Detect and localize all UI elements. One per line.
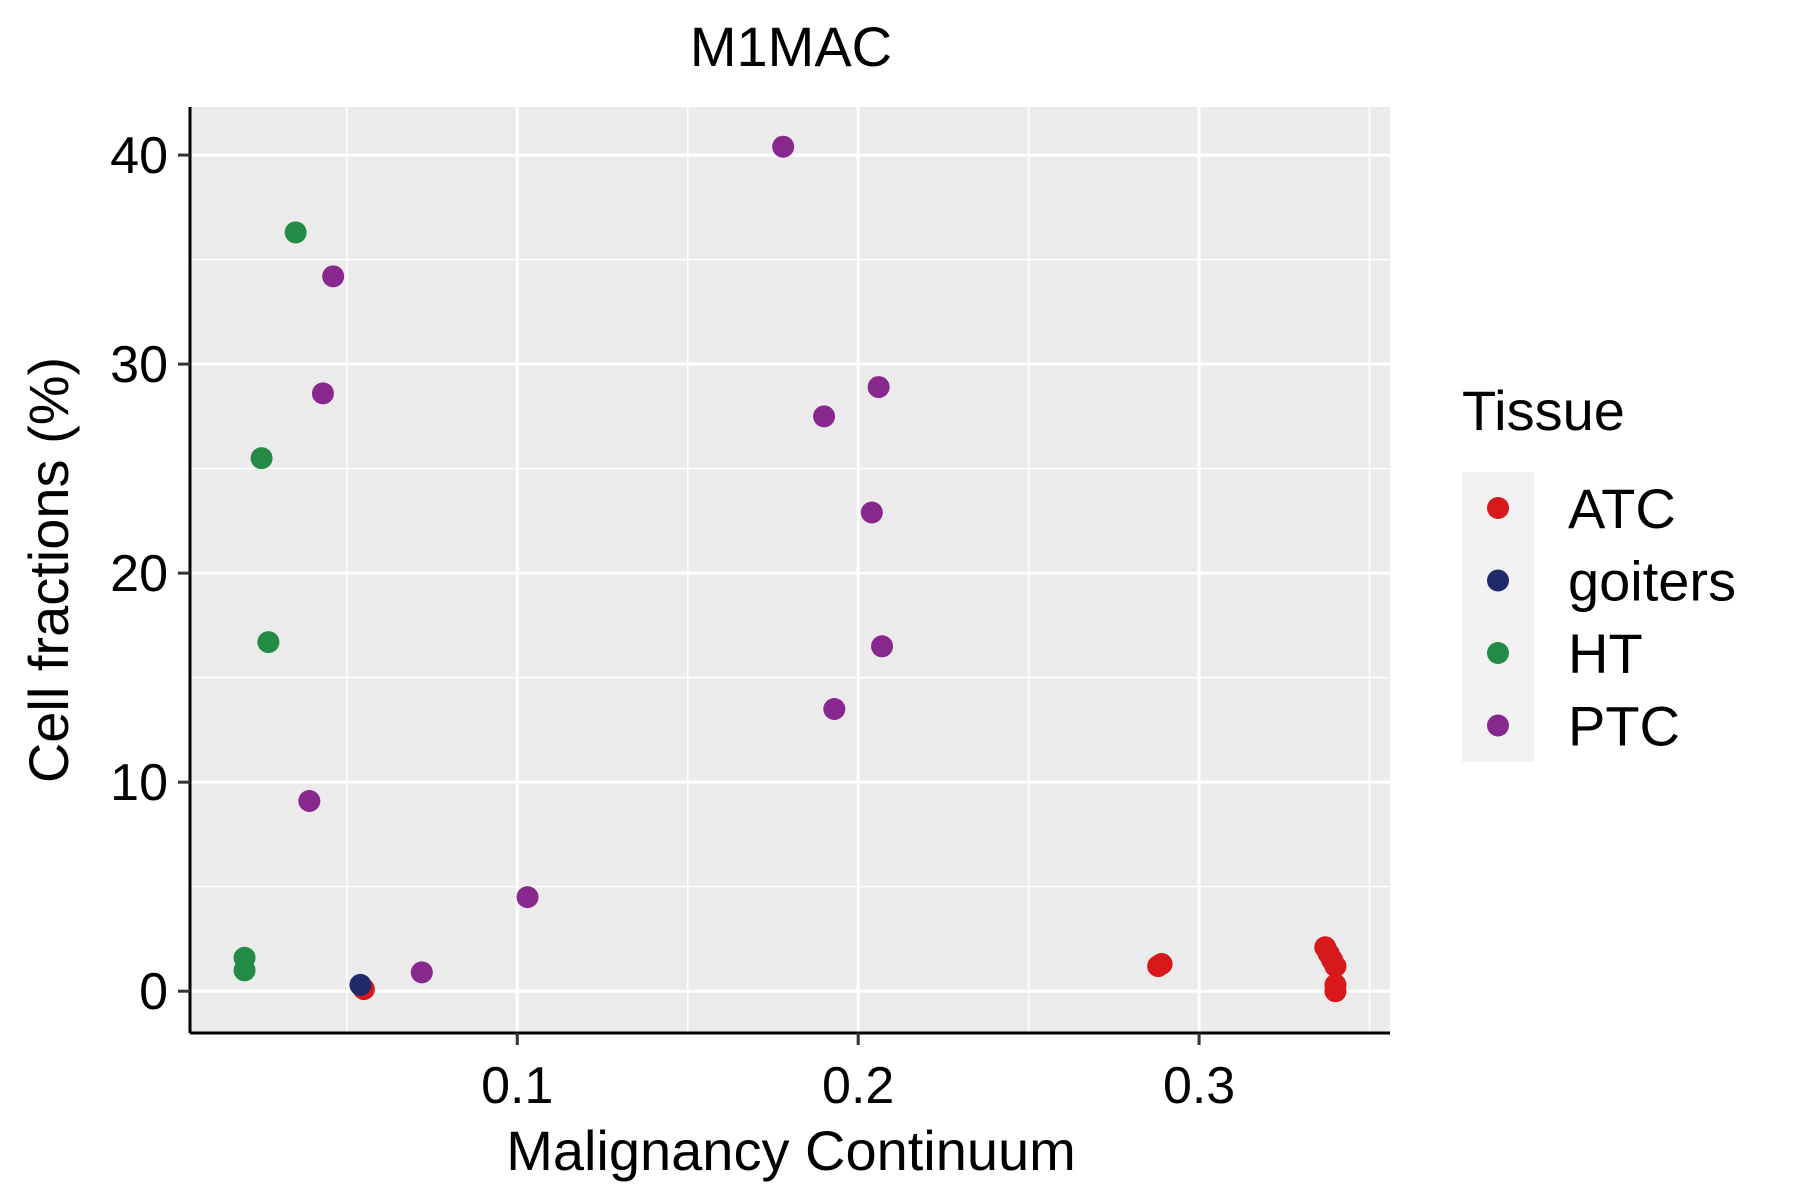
data-point-ptc	[860, 501, 883, 524]
x-tick-label: 0.2	[822, 1057, 894, 1115]
data-point-atc	[1324, 955, 1347, 978]
data-point-ptc	[298, 789, 321, 812]
data-point-ptc	[871, 635, 894, 658]
minor-gridlines	[190, 107, 1390, 1033]
y-axis-ticks: 0 10 20 30 40	[110, 127, 190, 1021]
legend-entries: ATC goiters HT PTC	[1487, 477, 1736, 758]
data-point-ht	[284, 221, 307, 244]
y-tick-label: 30	[110, 336, 168, 394]
y-tick-label: 40	[110, 127, 168, 185]
data-point-ht	[233, 959, 256, 982]
legend-label-ht: HT	[1568, 622, 1643, 685]
legend-label-goiters: goiters	[1568, 550, 1736, 613]
data-points	[233, 135, 1347, 1003]
legend-key-goiters	[1487, 569, 1509, 592]
data-point-atc	[1324, 980, 1347, 1003]
data-point-ptc	[516, 886, 539, 909]
y-tick-label: 0	[139, 963, 168, 1021]
data-point-ht	[250, 447, 273, 470]
legend-label-ptc: PTC	[1568, 695, 1680, 758]
data-point-ptc	[867, 376, 890, 399]
x-axis-label: Malignancy Continuum	[506, 1119, 1076, 1182]
legend-title: Tissue	[1462, 379, 1625, 442]
legend-keys-background	[1462, 472, 1534, 762]
legend: Tissue ATC goiters HT PTC	[1462, 379, 1736, 762]
data-point-ptc	[322, 265, 345, 288]
x-axis-ticks: 0.1 0.2 0.3	[481, 1033, 1235, 1115]
data-point-ptc	[311, 382, 334, 405]
plot-panel	[190, 107, 1390, 1033]
legend-key-atc	[1487, 497, 1509, 519]
y-tick-label: 20	[110, 545, 168, 603]
data-point-ptc	[772, 135, 795, 158]
y-tick-label: 10	[110, 754, 168, 812]
data-point-atc	[1150, 953, 1173, 976]
chart-title: M1MAC	[690, 15, 892, 78]
data-point-ptc	[813, 405, 836, 428]
data-point-ptc	[823, 698, 846, 721]
data-point-goiters	[349, 973, 372, 996]
legend-key-ptc	[1487, 714, 1509, 737]
data-point-ptc	[410, 961, 433, 984]
y-axis-label: Cell fractions (%)	[17, 357, 80, 783]
legend-label-atc: ATC	[1568, 477, 1676, 540]
data-point-ht	[257, 631, 280, 654]
x-tick-label: 0.1	[481, 1057, 553, 1115]
major-gridlines	[190, 107, 1390, 1033]
x-tick-label: 0.3	[1163, 1057, 1235, 1115]
legend-key-ht	[1487, 642, 1509, 664]
